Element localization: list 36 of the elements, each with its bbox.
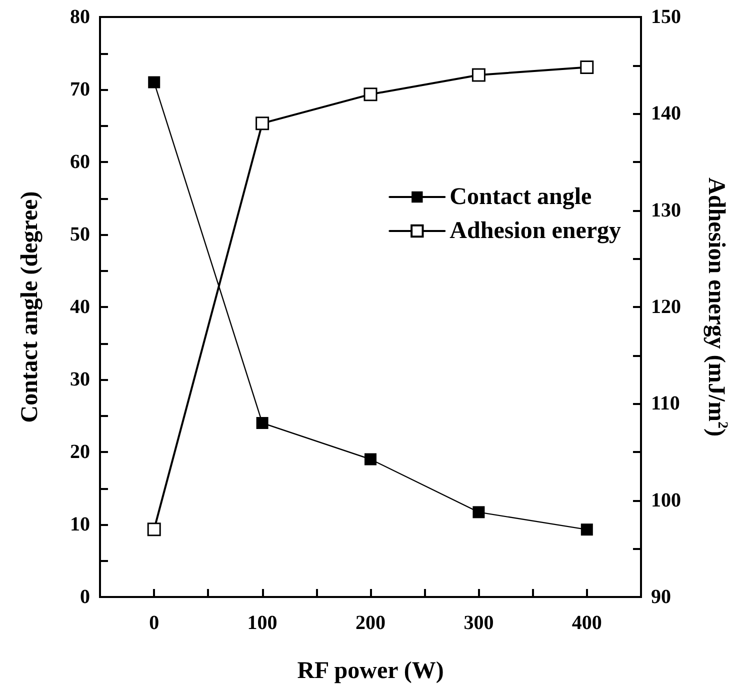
- y-tick-label: 10: [70, 514, 90, 536]
- x-tick-label: 300: [464, 612, 494, 634]
- y-tick-label: 0: [80, 586, 90, 608]
- x-axis-title: RF power (W): [297, 658, 444, 684]
- x-tick-label: 400: [572, 612, 602, 634]
- legend-label: Contact angle: [450, 184, 592, 210]
- y2-tick-label: 90: [651, 586, 671, 608]
- point: [472, 506, 485, 518]
- y2-axis-title: Adhesion energy (mJ/m2): [703, 178, 730, 436]
- point: [364, 88, 378, 102]
- point: [148, 76, 160, 88]
- y-axis-title: Contact angle (degree): [17, 191, 43, 423]
- point: [580, 60, 594, 74]
- y2-tick-label: 140: [651, 102, 681, 125]
- y-tick-label: 30: [70, 368, 90, 390]
- y2-tick-label: 150: [651, 6, 681, 28]
- y-tick-label: 70: [70, 78, 90, 100]
- y-tick-label: 50: [70, 224, 90, 246]
- y-tick-label: 60: [70, 151, 90, 173]
- y2-tick-label: 110: [651, 392, 680, 415]
- x-tick-label: 200: [356, 612, 386, 634]
- y2-tick-label: 100: [651, 489, 681, 512]
- y-tick-label: 80: [70, 6, 90, 28]
- point: [364, 453, 376, 466]
- y-tick-label: 40: [70, 296, 90, 318]
- y-tick-label: 20: [70, 441, 90, 463]
- x-tick-label: 0: [149, 612, 160, 634]
- y2-tick-label: 120: [651, 296, 681, 318]
- x-tick-label: 100: [247, 612, 278, 634]
- y2-tick-label: 130: [651, 199, 681, 222]
- point: [147, 522, 161, 536]
- point: [472, 68, 486, 82]
- legend-label: Adhesion energy: [450, 218, 622, 244]
- point: [256, 116, 270, 130]
- point: [580, 524, 593, 536]
- point: [256, 417, 268, 429]
